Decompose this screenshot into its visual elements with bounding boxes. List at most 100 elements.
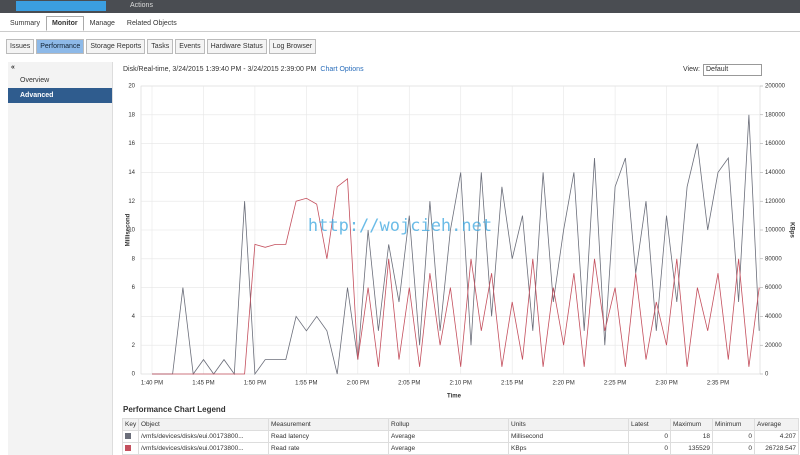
- sidebar-item[interactable]: Advanced: [8, 88, 112, 103]
- top-bar: [0, 0, 800, 13]
- measurement-cell: Read rate: [268, 442, 389, 455]
- y2-tick-label: 180000: [765, 112, 786, 118]
- latest-cell: 0: [628, 442, 671, 455]
- legend-row: /vmfs/devices/disks/eui.00173800... Read …: [122, 442, 799, 455]
- y2-tick-label: 20000: [765, 343, 782, 349]
- column-header: Latest: [628, 418, 671, 431]
- y2-tick-label: 160000: [765, 141, 786, 147]
- key-swatch: [125, 444, 131, 451]
- rollup-cell: Average: [388, 442, 509, 455]
- y-tick-label: 18: [128, 112, 135, 118]
- y-tick-label: 10: [128, 228, 135, 234]
- x-tick-label: 2:10 PM: [450, 381, 472, 387]
- series-line: [152, 114, 760, 376]
- y-tick-label: 12: [128, 199, 135, 205]
- x-tick-label: 2:00 PM: [347, 381, 369, 387]
- rollup-cell: Average: [388, 430, 509, 443]
- latest-cell: 0: [628, 430, 671, 443]
- legend-table: Key Object Measurement Rollup Units Latest Max…: [122, 418, 799, 455]
- x-tick-label: 1:55 PM: [295, 381, 317, 387]
- object-cell: /vmfs/devices/disks/eui.00173800...: [138, 430, 269, 443]
- y-tick-label: 0: [132, 372, 136, 378]
- subtab[interactable]: Storage Reports: [86, 39, 146, 54]
- y2-tick-label: 100000: [765, 228, 786, 234]
- y2-tick-label: 80000: [765, 256, 782, 262]
- sidebar-item[interactable]: Overview: [20, 77, 50, 84]
- actions-menu[interactable]: Actions: [130, 2, 153, 9]
- x-tick-label: 2:35 PM: [707, 381, 729, 387]
- y-tick-label: 16: [128, 141, 135, 147]
- column-header: Object: [138, 418, 269, 431]
- y2-tick-label: 120000: [765, 199, 786, 205]
- tab[interactable]: Related Objects: [126, 20, 177, 27]
- column-header: Rollup: [388, 418, 509, 431]
- y-tick-label: 14: [128, 170, 135, 176]
- tabs: Summary Monitor Manage Related Objects: [4, 16, 183, 31]
- chart-options-link[interactable]: Chart Options: [320, 66, 364, 73]
- sidebar: « Overview Advanced: [8, 62, 113, 455]
- x-tick-label: 2:20 PM: [552, 381, 574, 387]
- x-axis-label: Time: [447, 394, 462, 400]
- subtab[interactable]: Log Browser: [268, 39, 317, 54]
- tab[interactable]: Summary: [10, 20, 40, 27]
- y2-tick-label: 40000: [765, 314, 782, 320]
- x-tick-label: 1:40 PM: [141, 381, 163, 387]
- subtab[interactable]: Events: [175, 39, 205, 54]
- series-line: [152, 178, 760, 375]
- subtab[interactable]: Hardware Status: [206, 39, 267, 54]
- collapse-icon[interactable]: «: [11, 64, 15, 71]
- average-cell: 26728.547: [754, 442, 799, 455]
- object-name: [16, 1, 106, 11]
- maximum-cell: 135529: [670, 442, 713, 455]
- y-tick-label: 8: [132, 256, 136, 262]
- maximum-cell: 18: [670, 430, 713, 443]
- x-tick-label: 1:45 PM: [192, 381, 214, 387]
- y2-tick-label: 200000: [765, 84, 786, 90]
- chart-title: Disk/Real-time, 3/24/2015 1:39:40 PM - 3…: [123, 66, 317, 73]
- header-row: Key Object Measurement Rollup Units Latest Max…: [122, 418, 799, 431]
- subtab[interactable]: Issues: [6, 39, 35, 54]
- measurement-cell: Read latency: [268, 430, 389, 443]
- key-swatch: [125, 432, 131, 439]
- y-axis-label: Millisecond: [126, 213, 132, 246]
- legend-title: Performance Chart Legend: [123, 405, 226, 414]
- y-tick-label: 2: [132, 343, 136, 349]
- units-cell: KBps: [508, 442, 629, 455]
- x-tick-label: 2:05 PM: [398, 381, 420, 387]
- subtabs: Issues Performance Storage Reports Tasks Eve…: [6, 39, 318, 54]
- y2-tick-label: 140000: [765, 170, 786, 176]
- column-header: Measurement: [268, 418, 389, 431]
- chart: 0 2 4 6 8 10 12 14 16 18 20 0 20000 40000 60000 80000 10…: [126, 84, 795, 400]
- x-tick-label: 2:30 PM: [655, 381, 677, 387]
- units-cell: Millisecond: [508, 430, 629, 443]
- y2-tick-label: 0: [765, 372, 769, 378]
- x-tick-label: 2:25 PM: [604, 381, 626, 387]
- x-tick-label: 1:50 PM: [244, 381, 266, 387]
- object-cell: /vmfs/devices/disks/eui.00173800...: [138, 442, 269, 455]
- watermark: http://wojcieh.net: [308, 216, 492, 236]
- tab[interactable]: Manage: [89, 20, 115, 27]
- x-tick-label: 2:15 PM: [501, 381, 523, 387]
- view-label: View:: [683, 66, 700, 73]
- y2-axis-label: KBps: [788, 222, 794, 238]
- key-cell: [122, 430, 139, 443]
- average-cell: 4.207: [754, 430, 799, 443]
- column-header: Maximum: [670, 418, 713, 431]
- minimum-cell: 0: [712, 442, 755, 455]
- view-select[interactable]: Default: [703, 64, 762, 76]
- minimum-cell: 0: [712, 430, 755, 443]
- tab[interactable]: Monitor: [45, 16, 84, 31]
- column-header: Key: [122, 418, 139, 431]
- chart-heading: Disk/Real-time, 3/24/2015 1:39:40 PM - 3…: [123, 66, 364, 73]
- subtab[interactable]: Performance: [36, 39, 85, 54]
- y2-tick-label: 60000: [765, 285, 782, 291]
- legend-row: /vmfs/devices/disks/eui.00173800... Read …: [122, 430, 799, 443]
- divider: [0, 31, 800, 32]
- column-header: Units: [508, 418, 629, 431]
- subtab[interactable]: Tasks: [147, 39, 174, 54]
- key-cell: [122, 442, 139, 455]
- y-tick-label: 4: [132, 314, 136, 320]
- y-tick-label: 20: [128, 84, 135, 90]
- column-header: Average: [754, 418, 799, 431]
